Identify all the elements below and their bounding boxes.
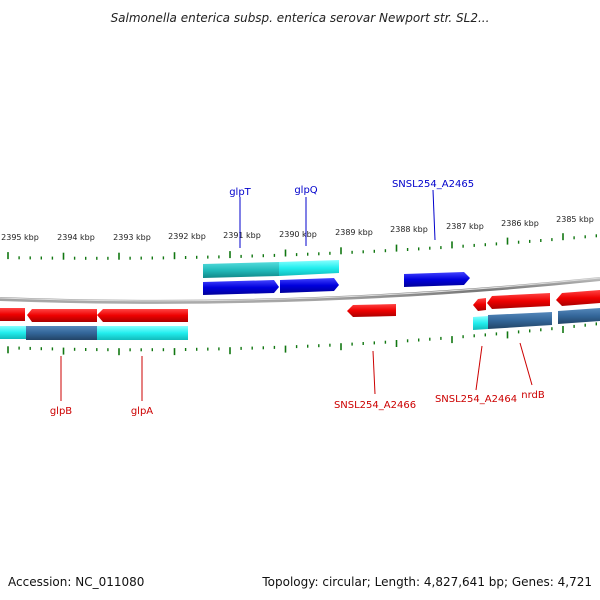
cds-feature-glpQ[interactable] <box>279 260 339 276</box>
gene-arrow-right-edge[interactable] <box>556 290 600 306</box>
callout-line-nrdB <box>519 342 533 386</box>
cds-feature-glpA[interactable] <box>97 326 188 340</box>
forward-gene-track <box>203 272 470 295</box>
cds-feature-left-edge[interactable] <box>0 326 26 339</box>
genome-backbone <box>0 277 600 304</box>
gene-arrow-glpA[interactable] <box>97 309 188 322</box>
gene-arrow-glpQ[interactable] <box>280 278 339 293</box>
reverse-gene-track <box>0 290 600 322</box>
forward-cds-track <box>203 260 339 278</box>
gene-arrow-nrdB[interactable] <box>487 293 550 309</box>
tick-label-2387: 2387 kbp <box>446 222 484 231</box>
gene-arrow-SNSL254_A2466[interactable] <box>347 304 396 317</box>
inner-tick-ring <box>7 322 597 356</box>
gene-label-SNSL254_A2464[interactable]: SNSL254_A2464 <box>435 394 517 405</box>
gene-arrow-left-edge[interactable] <box>0 308 25 321</box>
tick-label-2392: 2392 kbp <box>168 232 206 241</box>
reverse-gene-labels: glpB glpA SNSL254_A2466 SNSL254_A2464 nr… <box>50 342 545 417</box>
kbp-scale-labels: 2395 kbp 2394 kbp 2393 kbp 2392 kbp 2391… <box>1 215 594 242</box>
tick-label-2388: 2388 kbp <box>390 225 428 234</box>
gene-arrow-SNSL254_A2464[interactable] <box>473 298 486 311</box>
genome-backbone-highlight <box>0 277 600 302</box>
gene-label-SNSL254_A2466[interactable]: SNSL254_A2466 <box>334 400 416 411</box>
gene-label-glpA[interactable]: glpA <box>131 406 153 417</box>
gene-arrow-glpB[interactable] <box>27 309 97 322</box>
reverse-cds-track <box>0 308 600 340</box>
gene-arrow-glpT[interactable] <box>203 280 279 295</box>
cds-feature-glpB[interactable] <box>26 326 97 340</box>
callout-line-SNSL254_A2464 <box>475 345 483 391</box>
cds-feature-SNSL254_A2464[interactable] <box>473 316 488 330</box>
tick-label-2386: 2386 kbp <box>501 219 539 228</box>
callout-line-SNSL254_A2465 <box>432 189 436 241</box>
cds-feature-right-edge[interactable] <box>558 308 600 324</box>
gene-arrow-SNSL254_A2465[interactable] <box>404 272 470 287</box>
gene-label-glpB[interactable]: glpB <box>50 406 72 417</box>
cds-feature-glpT[interactable] <box>203 262 279 278</box>
tick-label-2385: 2385 kbp <box>556 215 594 224</box>
accession-label: Accession: NC_011080 <box>8 575 144 589</box>
tick-label-2391: 2391 kbp <box>223 231 261 240</box>
gene-label-SNSL254_A2465[interactable]: SNSL254_A2465 <box>392 179 474 190</box>
map-title: Salmonella enterica subsp. enterica sero… <box>111 11 490 25</box>
tick-label-2390: 2390 kbp <box>279 230 317 239</box>
tick-label-2395: 2395 kbp <box>1 233 39 242</box>
gene-label-nrdB[interactable]: nrdB <box>521 390 545 401</box>
outer-tick-ring <box>7 233 597 260</box>
cds-feature-nrdB[interactable] <box>488 312 552 329</box>
tick-label-2394: 2394 kbp <box>57 233 95 242</box>
tick-label-2393: 2393 kbp <box>113 233 151 242</box>
callout-line-SNSL254_A2466 <box>372 350 376 395</box>
tick-label-2389: 2389 kbp <box>335 228 373 237</box>
gene-label-glpQ[interactable]: glpQ <box>294 185 317 196</box>
forward-gene-labels: glpT glpQ SNSL254_A2465 <box>229 179 474 248</box>
gene-label-glpT[interactable]: glpT <box>229 187 251 198</box>
genome-summary: Topology: circular; Length: 4,827,641 bp… <box>261 575 592 589</box>
